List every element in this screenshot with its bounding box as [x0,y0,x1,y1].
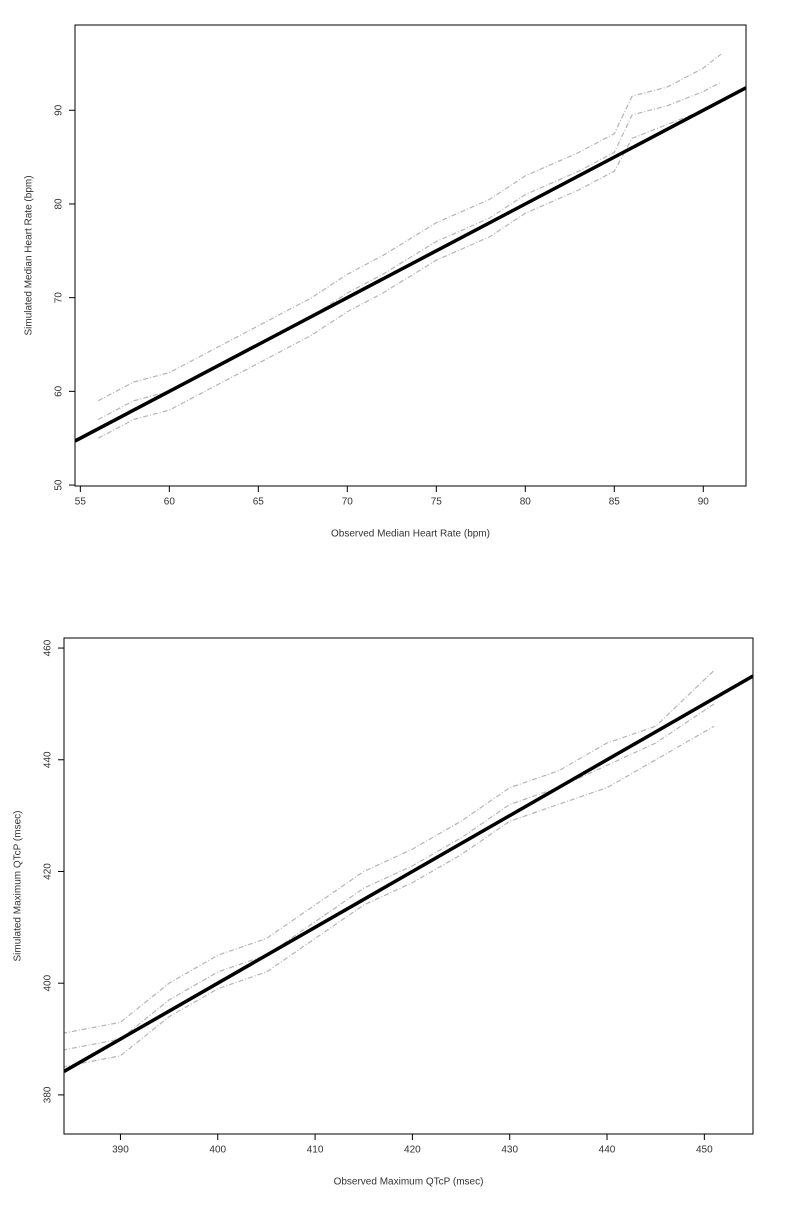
x-tick-label: 70 [342,497,354,508]
y-axis-label: Simulated Maximum QTcP (msec) [13,811,24,962]
y-tick-label: 440 [43,751,54,768]
x-tick-label: 55 [75,497,87,508]
y-tick-label: 380 [43,1086,54,1103]
x-tick-label: 400 [209,1145,226,1156]
x-tick-label: 420 [404,1145,421,1156]
y-axis-label: Simulated Median Heart Rate (bpm) [24,175,35,335]
x-tick-label: 75 [431,497,443,508]
y-tick-label: 50 [54,479,65,491]
y-tick-label: 420 [43,863,54,880]
x-axis-label: Observed Median Heart Rate (bpm) [331,529,490,540]
sim-line [97,100,722,439]
sim-line [97,81,722,421]
reference-line [75,86,746,443]
x-tick-label: 410 [307,1145,324,1156]
y-tick-label: 90 [54,104,65,116]
sim-line [97,53,722,402]
y-tick-label: 80 [54,198,65,210]
y-tick-label: 60 [54,385,65,397]
chart: 390 400 410 420 430 440 450 380 400 420 440 460 Obse… [13,637,754,1188]
sim-line [64,669,715,1034]
x-tick-label: 440 [599,1145,616,1156]
y-tick-label: 70 [54,292,65,304]
plot-frame [63,637,754,1135]
x-tick-label: 450 [696,1145,713,1156]
sim-line [64,725,715,1068]
x-tick-label: 80 [520,497,532,508]
x-tick-label: 430 [501,1145,518,1156]
y-tick-label: 400 [43,974,54,991]
reference-line [64,674,753,1073]
chart: 55 60 65 70 75 80 85 90 50 60 70 80 90 Observed Media… [24,24,747,540]
x-axis-label: Observed Maximum QTcP (msec) [334,1177,484,1188]
plot-frame [74,24,747,487]
y-tick-label: 460 [43,639,54,656]
x-tick-label: 85 [609,497,621,508]
x-tick-label: 90 [698,497,710,508]
x-tick-label: 60 [164,497,176,508]
x-tick-label: 65 [253,497,265,508]
x-tick-label: 390 [112,1145,129,1156]
sim-line [64,703,715,1051]
